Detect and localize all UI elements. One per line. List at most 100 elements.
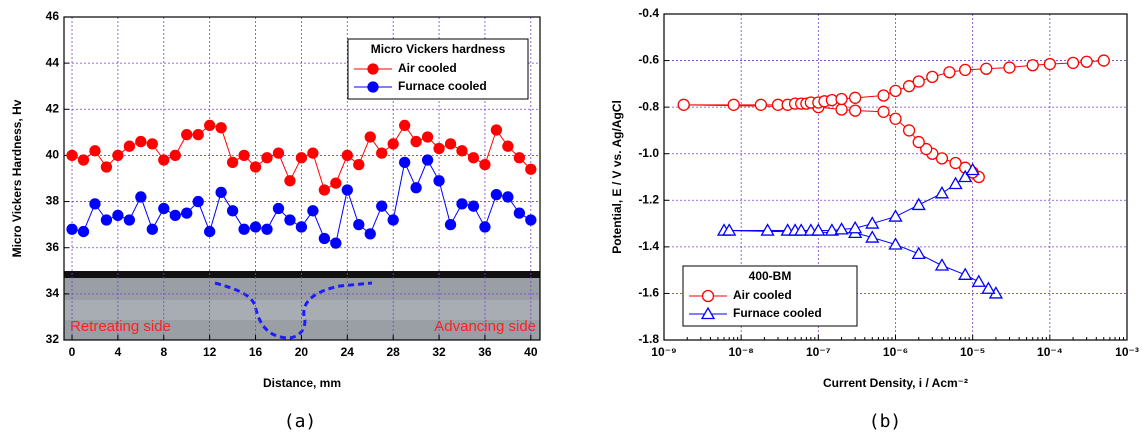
marker: [902, 124, 916, 137]
marker: [146, 138, 158, 150]
y-tick-label: -0.6: [638, 53, 659, 67]
annotation: Retreating side: [70, 318, 171, 335]
marker: [677, 98, 690, 111]
marker: [249, 161, 262, 173]
marker: [934, 258, 950, 271]
marker: [456, 198, 468, 210]
marker: [513, 152, 526, 164]
legend-marker: [700, 306, 716, 320]
plot-frame: [63, 16, 541, 341]
marker: [364, 131, 376, 143]
marker: [307, 205, 319, 217]
marker: [341, 184, 353, 196]
marker: [89, 198, 101, 210]
marker: [353, 159, 365, 171]
y-tick-label: -1.6: [638, 286, 659, 300]
marker: [226, 205, 239, 217]
marker: [911, 246, 926, 259]
caption: (a): [284, 411, 317, 432]
marker: [971, 274, 986, 287]
marker: [123, 140, 136, 152]
marker: [959, 63, 972, 77]
x-tick-label: 10⁻⁴: [1037, 345, 1063, 359]
marker: [112, 149, 124, 162]
marker: [77, 154, 90, 166]
marker: [112, 209, 124, 222]
marker: [943, 66, 956, 79]
marker: [238, 223, 250, 235]
marker: [284, 214, 296, 226]
y-tick-label: -1.2: [638, 192, 659, 206]
marker: [215, 122, 227, 134]
marker: [421, 131, 434, 143]
marker: [920, 142, 933, 156]
marker: [479, 221, 491, 233]
marker: [888, 237, 903, 250]
marker: [824, 223, 840, 236]
marker: [958, 169, 973, 183]
marker: [330, 177, 342, 189]
marker: [934, 185, 950, 199]
marker: [181, 129, 193, 141]
marker: [865, 216, 880, 229]
plot-frame: [663, 13, 1128, 341]
marker: [421, 154, 434, 166]
marker: [77, 225, 90, 238]
x-tick-label: 10⁻⁹: [651, 345, 676, 359]
x-axis-label: Distance, mm: [263, 376, 341, 390]
marker: [399, 119, 411, 132]
marker: [146, 223, 158, 235]
marker: [330, 237, 342, 249]
marker: [66, 149, 78, 162]
marker: [935, 152, 949, 165]
marker: [889, 112, 902, 125]
marker: [192, 195, 204, 208]
marker: [169, 209, 181, 222]
legend-title: Micro Vickers hardness: [371, 42, 506, 56]
marker: [261, 223, 273, 235]
marker: [181, 207, 193, 219]
y-tick-label: -1.0: [638, 146, 659, 160]
marker: [525, 214, 537, 226]
x-tick-label: 4: [115, 345, 122, 359]
y-tick-label: 38: [46, 194, 60, 208]
marker: [502, 140, 514, 152]
x-tick-label: 24: [341, 345, 355, 359]
marker: [272, 147, 285, 159]
marker: [158, 202, 170, 215]
marker: [249, 221, 262, 233]
marker: [912, 135, 925, 149]
marker: [387, 138, 399, 150]
marker: [444, 138, 457, 150]
marker: [100, 161, 113, 173]
marker: [754, 98, 768, 111]
marker: [318, 184, 331, 196]
marker: [467, 200, 480, 212]
marker: [479, 159, 491, 171]
marker: [513, 207, 526, 219]
marker: [192, 129, 204, 141]
marker: [204, 225, 216, 238]
marker: [1003, 61, 1016, 74]
marker: [399, 156, 411, 169]
legend-label: Air cooled: [398, 61, 457, 75]
weld-photo: [64, 271, 540, 340]
marker: [341, 149, 353, 162]
y-tick-label: -1.8: [638, 332, 659, 346]
marker: [877, 89, 890, 102]
y-tick-label: -1.4: [638, 239, 659, 253]
marker: [949, 156, 962, 170]
marker: [135, 135, 147, 148]
marker: [848, 220, 863, 234]
marker: [456, 145, 468, 157]
marker: [272, 202, 285, 215]
marker: [410, 182, 422, 194]
legend-label: Furnace cooled: [733, 306, 822, 320]
y-tick-label: 42: [46, 101, 60, 115]
marker: [926, 70, 939, 84]
marker: [965, 162, 980, 176]
marker: [811, 223, 826, 236]
x-tick-label: 8: [160, 345, 167, 359]
y-tick-label: 40: [46, 148, 60, 162]
